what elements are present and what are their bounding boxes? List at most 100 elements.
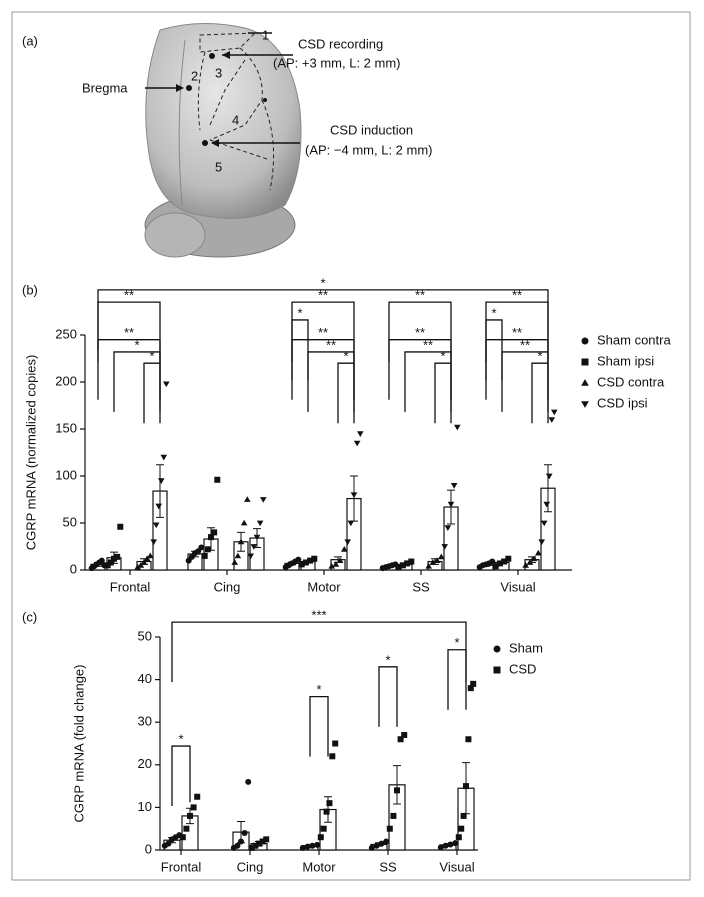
data-point bbox=[344, 539, 351, 546]
significance-bracket bbox=[434, 362, 452, 424]
data-point bbox=[163, 381, 170, 388]
panel-label: (c) bbox=[22, 609, 37, 624]
data-point bbox=[198, 544, 205, 551]
significance-label: ** bbox=[415, 325, 425, 340]
data-point bbox=[470, 680, 477, 687]
data-point bbox=[332, 740, 339, 747]
data-point bbox=[111, 555, 117, 562]
data-point bbox=[114, 553, 121, 560]
data-point bbox=[496, 560, 503, 567]
data-point bbox=[373, 842, 380, 849]
data-point bbox=[98, 557, 105, 564]
brain-diagram bbox=[144, 23, 302, 258]
data-point bbox=[545, 473, 553, 480]
legend-marker bbox=[581, 401, 589, 408]
data-point bbox=[241, 829, 248, 836]
significance-label: ** bbox=[318, 288, 328, 303]
data-point bbox=[399, 562, 406, 569]
data-point bbox=[314, 841, 321, 848]
data-point bbox=[328, 562, 335, 569]
data-point bbox=[201, 552, 208, 559]
significance-bracket bbox=[97, 301, 161, 363]
data-point bbox=[551, 409, 558, 416]
legend-marker bbox=[493, 645, 501, 653]
data-point bbox=[183, 825, 190, 832]
significance-label: ** bbox=[415, 288, 425, 303]
data-point bbox=[298, 561, 305, 568]
data-point bbox=[307, 557, 314, 564]
data-point bbox=[309, 842, 316, 849]
significance-label: * bbox=[343, 349, 348, 364]
data-point bbox=[489, 558, 496, 565]
legend-label: Sham contra bbox=[597, 332, 671, 347]
significance-label: * bbox=[297, 305, 302, 320]
y-axis-label: CGRP mRNA (normalized copies) bbox=[23, 355, 38, 551]
region-label: 1 bbox=[262, 27, 269, 42]
data-point bbox=[302, 559, 309, 566]
data-point bbox=[250, 544, 258, 550]
x-tick-label: Cing bbox=[214, 579, 241, 594]
data-point bbox=[397, 736, 404, 743]
data-point bbox=[467, 685, 474, 692]
legend-label: CSD contra bbox=[597, 374, 665, 389]
data-point bbox=[179, 834, 186, 841]
data-point bbox=[394, 787, 400, 794]
data-point bbox=[458, 825, 465, 832]
induction-label: CSD induction bbox=[330, 122, 413, 137]
data-point bbox=[535, 549, 542, 556]
data-point bbox=[438, 553, 445, 560]
data-point bbox=[444, 525, 452, 531]
data-point bbox=[194, 793, 201, 800]
data-point bbox=[231, 559, 238, 565]
y-tick-label: 250 bbox=[55, 326, 77, 341]
data-point bbox=[238, 838, 244, 845]
data-point bbox=[368, 844, 375, 851]
y-tick-label: 150 bbox=[55, 420, 77, 435]
significance-label: * bbox=[440, 349, 445, 364]
x-tick-label: Cing bbox=[237, 859, 264, 874]
significance-label: *** bbox=[311, 608, 326, 623]
data-point bbox=[165, 840, 172, 847]
data-point bbox=[501, 558, 508, 565]
data-point bbox=[492, 563, 499, 570]
data-point bbox=[505, 555, 512, 562]
data-point bbox=[350, 492, 358, 499]
data-point bbox=[526, 559, 534, 565]
significance-label: ** bbox=[318, 325, 328, 340]
data-point bbox=[208, 534, 214, 541]
significance-label: ** bbox=[512, 325, 522, 340]
significance-label: ** bbox=[423, 337, 433, 352]
data-point bbox=[404, 560, 411, 567]
data-point bbox=[259, 838, 266, 845]
x-tick-label: Frontal bbox=[161, 859, 202, 874]
data-point bbox=[395, 564, 402, 571]
data-point bbox=[455, 834, 462, 841]
data-point bbox=[252, 842, 259, 849]
y-tick-label: 10 bbox=[138, 799, 152, 814]
data-point bbox=[433, 557, 441, 563]
data-point bbox=[347, 520, 355, 527]
data-point bbox=[425, 562, 432, 569]
legend-label: CSD bbox=[509, 661, 536, 676]
data-point bbox=[140, 559, 148, 565]
data-point bbox=[295, 556, 302, 563]
data-point bbox=[150, 539, 157, 546]
significance-label: ** bbox=[512, 288, 522, 303]
data-point bbox=[211, 529, 218, 536]
data-point bbox=[214, 476, 221, 483]
data-point bbox=[117, 523, 124, 530]
data-point bbox=[540, 520, 548, 527]
legend-marker bbox=[493, 666, 501, 674]
data-point bbox=[353, 440, 361, 447]
legend-label: Sham bbox=[509, 640, 543, 655]
x-tick-label: SS bbox=[379, 859, 397, 874]
panel-label: (b) bbox=[22, 282, 38, 297]
data-point bbox=[134, 563, 141, 570]
y-tick-label: 50 bbox=[63, 514, 77, 529]
data-point bbox=[234, 552, 242, 559]
data-point bbox=[187, 812, 193, 819]
data-point bbox=[378, 840, 385, 847]
error-bar bbox=[156, 464, 164, 518]
data-point bbox=[441, 544, 448, 550]
data-point bbox=[357, 431, 364, 437]
